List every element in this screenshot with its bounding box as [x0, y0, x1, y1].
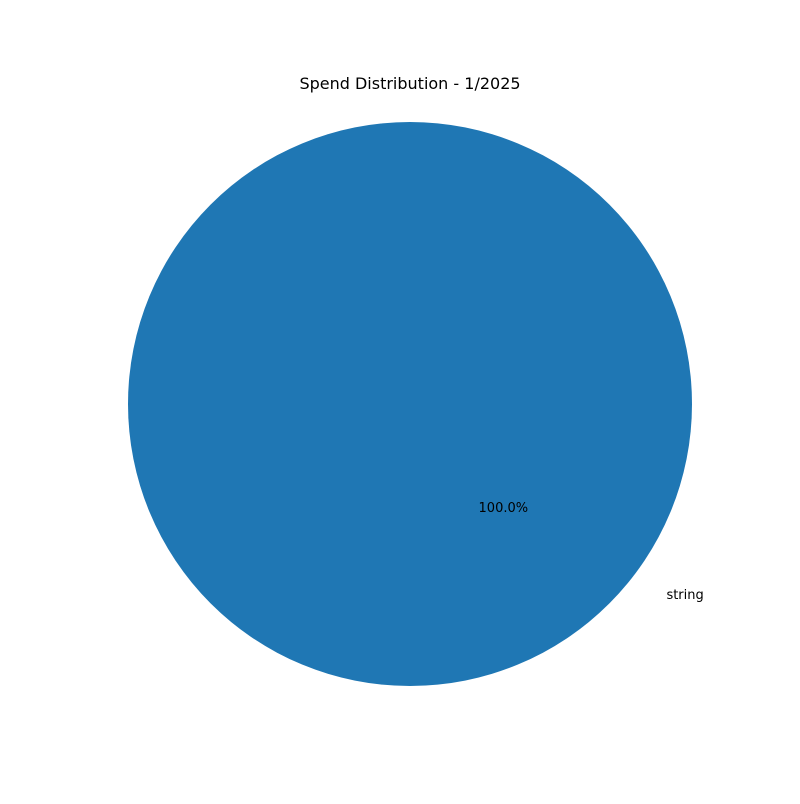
slice-percent-label: 100.0%: [479, 501, 529, 516]
pie-labels: 100.0% string: [479, 501, 704, 603]
pie-slice: [128, 122, 692, 686]
slice-label: string: [666, 588, 703, 603]
pie-slices: [128, 122, 692, 686]
chart-title: Spend Distribution - 1/2025: [299, 74, 520, 93]
